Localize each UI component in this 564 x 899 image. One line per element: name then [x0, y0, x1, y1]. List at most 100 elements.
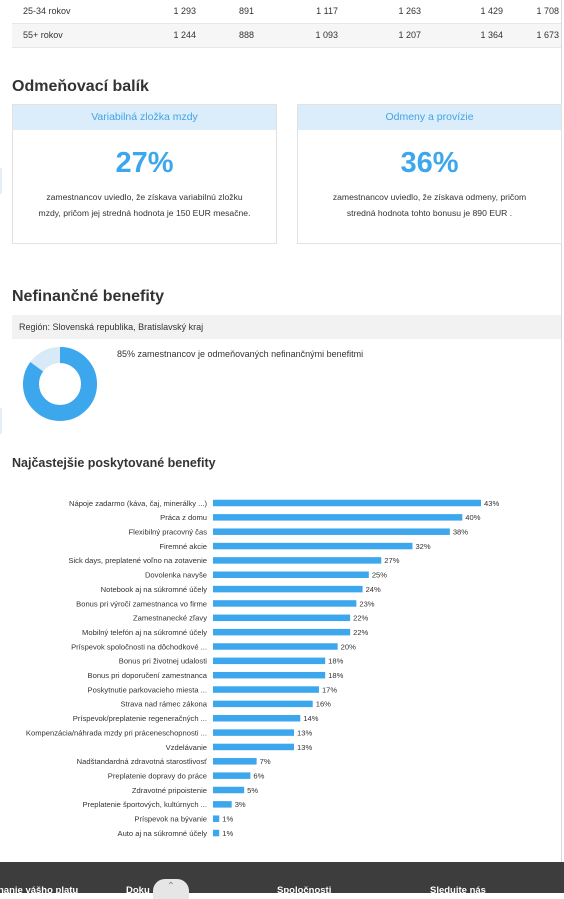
benefits-section-title: Nefinančné benefity: [12, 288, 165, 305]
card-description: zamestnancov uviedlo, že získava variabi…: [27, 189, 262, 221]
bar: [213, 499, 481, 507]
bar: [213, 600, 357, 607]
bar-category-label: Príspevok na bývanie: [134, 815, 207, 824]
bar-category-label: Nadštandardná zdravotná starostlivosť: [77, 757, 207, 766]
bar-value-label: 27%: [384, 556, 399, 565]
bar-category-label: Auto aj na súkromné účely: [118, 829, 208, 838]
table-cell: 1 708: [536, 6, 559, 16]
bar-category-label: Flexibilný pracovný čas: [129, 528, 208, 537]
footer-link[interactable]: Spoločnosti: [277, 885, 332, 896]
bar: [213, 686, 319, 693]
bar-value-label: 20%: [341, 642, 356, 651]
bar-category-label: Bonus pri doporučení zamestnanca: [88, 671, 208, 680]
side-marker: [0, 168, 2, 194]
page-edge-line: [561, 0, 562, 893]
bar-category-label: Mobilný telefón aj na súkromné účely: [82, 628, 207, 637]
bar: [213, 643, 338, 650]
bar: [213, 542, 413, 550]
table-cell: 1 673: [536, 30, 559, 40]
bar-category-label: Notebook aj na súkromné účely: [101, 585, 208, 594]
bar: [213, 829, 220, 837]
bar-category-label: Práca z domu: [160, 513, 207, 522]
row-label: 55+ rokov: [23, 30, 63, 40]
bar-value-label: 23%: [359, 599, 374, 608]
bar: [213, 528, 450, 535]
region-bar: Región: Slovenská republika, Bratislavsk…: [12, 315, 561, 339]
bar: [213, 815, 220, 822]
bar: [213, 657, 326, 665]
table-cell: 1 117: [316, 6, 338, 16]
bar: [213, 585, 363, 593]
footer-link[interactable]: Sledujte nás: [430, 885, 486, 896]
side-marker: [0, 408, 2, 434]
bar-category-label: Príspevok/preplatenie regeneračných ...: [73, 714, 207, 723]
bar: [213, 614, 351, 622]
card-heading: Variabilná zložka mzdy: [13, 105, 276, 130]
bar-value-label: 25%: [372, 571, 387, 580]
card-text-line: mzdy, pričom jej stredná hodnota je 150 …: [38, 208, 251, 218]
salary-by-age-table: 25-34 rokov 1 293 891 1 117 1 263 1 429 …: [12, 0, 561, 48]
table-cell: 891: [238, 6, 254, 16]
benefits-donut-chart: [23, 347, 97, 421]
bar-category-label: Zdravotné pripoistenie: [132, 786, 207, 795]
top-benefits-title: Najčastejšie poskytované benefity: [12, 456, 216, 470]
bar-value-label: 14%: [303, 714, 318, 723]
card-text-line: zamestnancov uviedlo, že získava odmeny,…: [332, 192, 527, 202]
card-percent: 36%: [400, 147, 459, 179]
table-cell: 1 364: [480, 30, 503, 40]
bar-value-label: 18%: [328, 671, 343, 680]
table-cell: 1 263: [398, 6, 421, 16]
bar: [213, 772, 251, 779]
card-text-line: stredná hodnota tohto bonusu je 890 EUR …: [346, 208, 513, 218]
bar-value-label: 3%: [235, 800, 246, 809]
card-heading: Odmeny a provízie: [298, 105, 561, 130]
row-label: 25-34 rokov: [23, 6, 71, 16]
bar: [213, 571, 369, 578]
bar-category-label: Preplatenie športových, kultúrnych ...: [82, 800, 207, 809]
bar-value-label: 18%: [328, 657, 343, 666]
bar: [213, 758, 257, 765]
bar: [213, 628, 351, 636]
bar-value-label: 40%: [465, 513, 480, 522]
card-percent: 27%: [115, 147, 174, 179]
table-cell: 1 093: [315, 30, 338, 40]
bar: [213, 715, 301, 722]
table-cell: 1 293: [173, 6, 196, 16]
bar: [213, 729, 295, 736]
bar-value-label: 16%: [316, 700, 331, 709]
bar-category-label: Strava nad rámec zákona: [120, 700, 207, 709]
variable-pay-card: Variabilná zložka mzdy 27% zamestnancov …: [12, 104, 277, 244]
donut-caption: 85% zamestnancov je odmeňovaných nefinan…: [117, 349, 364, 359]
top-benefits-bar-chart: Nápoje zadarmo (káva, čaj, minerálky ...…: [26, 499, 500, 838]
bar: [213, 514, 463, 521]
bar-category-label: Bonus pri životnej udalosti: [119, 657, 208, 666]
scroll-top-button[interactable]: ⌃: [153, 879, 189, 899]
bar-value-label: 22%: [353, 628, 368, 637]
card-description: zamestnancov uviedlo, že získava odmeny,…: [312, 189, 547, 221]
bar: [213, 786, 245, 794]
bar: [213, 801, 232, 808]
bar-value-label: 1%: [222, 815, 233, 824]
bar-value-label: 43%: [484, 499, 499, 508]
bar-category-label: Príspevok spoločnosti na dôchodkové ...: [71, 642, 207, 651]
bar: [213, 700, 313, 708]
bar: [213, 557, 382, 564]
footer-link[interactable]: Doku: [126, 885, 150, 896]
footer: nanie vášho platu Doku Spoločnosti Sledu…: [0, 862, 564, 899]
bar-value-label: 22%: [353, 614, 368, 623]
footer-link[interactable]: nanie vášho platu: [0, 885, 79, 896]
table-cell: 1 429: [480, 6, 503, 16]
bar-category-label: Preplatenie dopravy do práce: [108, 771, 207, 780]
bar-value-label: 1%: [222, 829, 233, 838]
region-label: Región: Slovenská republika, Bratislavsk…: [19, 322, 204, 332]
bar-value-label: 7%: [260, 757, 271, 766]
bar-value-label: 38%: [453, 528, 468, 537]
table-cell: 1 244: [173, 30, 196, 40]
chevron-up-icon: ⌃: [166, 881, 176, 892]
bar: [213, 671, 326, 679]
bar-category-label: Nápoje zadarmo (káva, čaj, minerálky ...…: [69, 499, 207, 508]
bar-category-label: Bonus pri výročí zamestnanca vo firme: [76, 599, 207, 608]
bar-category-label: Sick days, preplatené voľno na zotavenie: [68, 556, 207, 565]
bar-value-label: 13%: [297, 743, 312, 752]
table-row: 25-34 rokov 1 293 891 1 117 1 263 1 429 …: [12, 0, 561, 24]
